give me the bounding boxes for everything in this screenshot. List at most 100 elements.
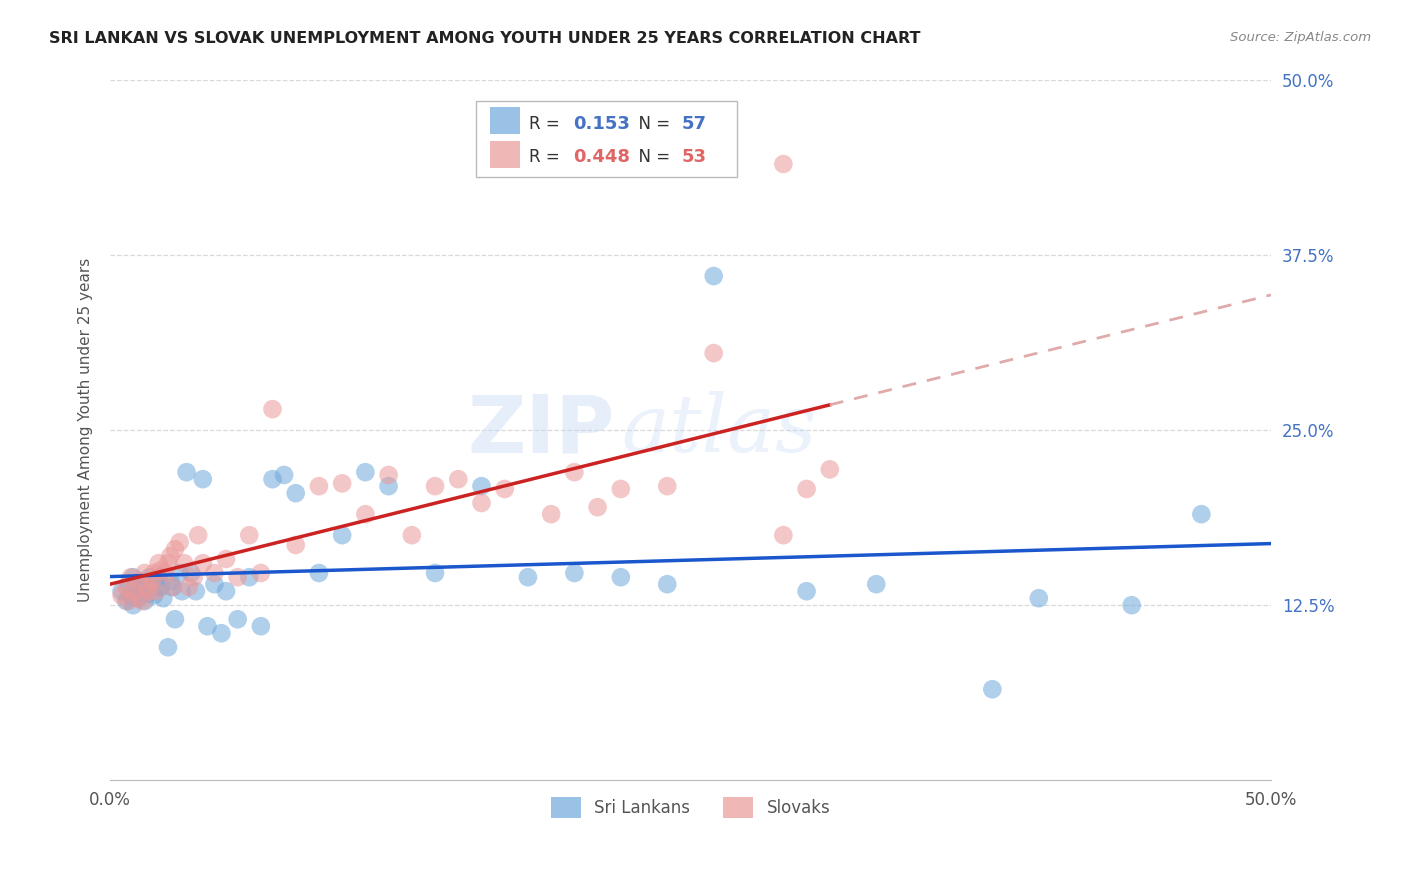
Point bbox=[1121, 598, 1143, 612]
Point bbox=[470, 479, 492, 493]
Point bbox=[330, 476, 353, 491]
Point bbox=[145, 580, 167, 594]
Point bbox=[127, 591, 149, 606]
Point bbox=[330, 528, 353, 542]
Point bbox=[184, 584, 207, 599]
Point bbox=[169, 535, 191, 549]
Text: 57: 57 bbox=[681, 115, 706, 133]
Point bbox=[865, 577, 887, 591]
Point bbox=[136, 580, 159, 594]
Point bbox=[610, 570, 633, 584]
Point bbox=[150, 580, 173, 594]
Point bbox=[226, 612, 249, 626]
Point bbox=[772, 528, 794, 542]
Point bbox=[115, 594, 138, 608]
Point bbox=[141, 574, 163, 589]
Point bbox=[284, 538, 307, 552]
Point bbox=[152, 591, 174, 606]
Text: atlas: atlas bbox=[621, 392, 817, 469]
Point bbox=[159, 574, 181, 589]
Point bbox=[703, 268, 725, 283]
Point bbox=[191, 556, 214, 570]
Text: SRI LANKAN VS SLOVAK UNEMPLOYMENT AMONG YOUTH UNDER 25 YEARS CORRELATION CHART: SRI LANKAN VS SLOVAK UNEMPLOYMENT AMONG … bbox=[49, 31, 921, 46]
Point bbox=[423, 479, 446, 493]
Text: 53: 53 bbox=[681, 147, 706, 166]
Point bbox=[470, 496, 492, 510]
Point bbox=[124, 580, 146, 594]
Point bbox=[423, 566, 446, 580]
FancyBboxPatch shape bbox=[489, 141, 520, 168]
Point bbox=[657, 479, 679, 493]
Point bbox=[177, 580, 200, 594]
Point bbox=[150, 563, 173, 577]
Point bbox=[796, 584, 818, 599]
Point bbox=[540, 507, 562, 521]
Point bbox=[110, 589, 132, 603]
Point bbox=[176, 465, 198, 479]
Point bbox=[772, 157, 794, 171]
Point bbox=[204, 566, 226, 580]
Point bbox=[110, 584, 132, 599]
Point bbox=[209, 626, 232, 640]
Point bbox=[156, 640, 179, 655]
Point bbox=[354, 465, 377, 479]
Point bbox=[1028, 591, 1050, 606]
Point bbox=[262, 472, 284, 486]
Text: ZIP: ZIP bbox=[468, 391, 614, 469]
Point bbox=[148, 556, 170, 570]
FancyBboxPatch shape bbox=[489, 107, 520, 134]
Point bbox=[141, 577, 163, 591]
Point bbox=[401, 528, 423, 542]
Y-axis label: Unemployment Among Youth under 25 years: Unemployment Among Youth under 25 years bbox=[79, 258, 93, 602]
Point bbox=[1189, 507, 1212, 521]
Point bbox=[284, 486, 307, 500]
Point bbox=[204, 577, 226, 591]
Point bbox=[122, 570, 145, 584]
Legend: Sri Lankans, Slovaks: Sri Lankans, Slovaks bbox=[544, 791, 837, 824]
Point bbox=[148, 570, 170, 584]
Point bbox=[703, 346, 725, 360]
Point bbox=[180, 566, 202, 580]
Point bbox=[250, 566, 273, 580]
Point bbox=[136, 580, 159, 594]
Point bbox=[127, 591, 149, 606]
Point bbox=[134, 594, 156, 608]
FancyBboxPatch shape bbox=[475, 101, 737, 177]
Point bbox=[143, 566, 166, 580]
Point bbox=[170, 584, 193, 599]
Point bbox=[262, 402, 284, 417]
Text: N =: N = bbox=[628, 115, 675, 133]
Point bbox=[138, 570, 160, 584]
Text: Source: ZipAtlas.com: Source: ZipAtlas.com bbox=[1230, 31, 1371, 45]
Point bbox=[120, 570, 142, 584]
Point bbox=[191, 472, 214, 486]
Point bbox=[155, 566, 177, 580]
Text: R =: R = bbox=[529, 115, 565, 133]
Point bbox=[156, 556, 179, 570]
Text: N =: N = bbox=[628, 147, 675, 166]
Point bbox=[163, 612, 186, 626]
Point bbox=[163, 542, 186, 557]
Point bbox=[226, 570, 249, 584]
Point bbox=[145, 584, 167, 599]
Point bbox=[494, 482, 516, 496]
Point bbox=[657, 577, 679, 591]
Point bbox=[818, 462, 841, 476]
Point bbox=[447, 472, 470, 486]
Point bbox=[215, 552, 238, 566]
Point bbox=[187, 528, 209, 542]
Point bbox=[516, 570, 538, 584]
Point bbox=[120, 589, 142, 603]
Point bbox=[183, 570, 205, 584]
Point bbox=[122, 584, 145, 599]
Point bbox=[159, 549, 181, 564]
Point bbox=[273, 467, 295, 482]
Point bbox=[117, 594, 139, 608]
Text: 0.153: 0.153 bbox=[574, 115, 630, 133]
Point bbox=[564, 566, 586, 580]
Point bbox=[129, 574, 152, 589]
Point bbox=[354, 507, 377, 521]
Point bbox=[796, 482, 818, 496]
Point bbox=[377, 479, 399, 493]
Point bbox=[162, 580, 184, 594]
